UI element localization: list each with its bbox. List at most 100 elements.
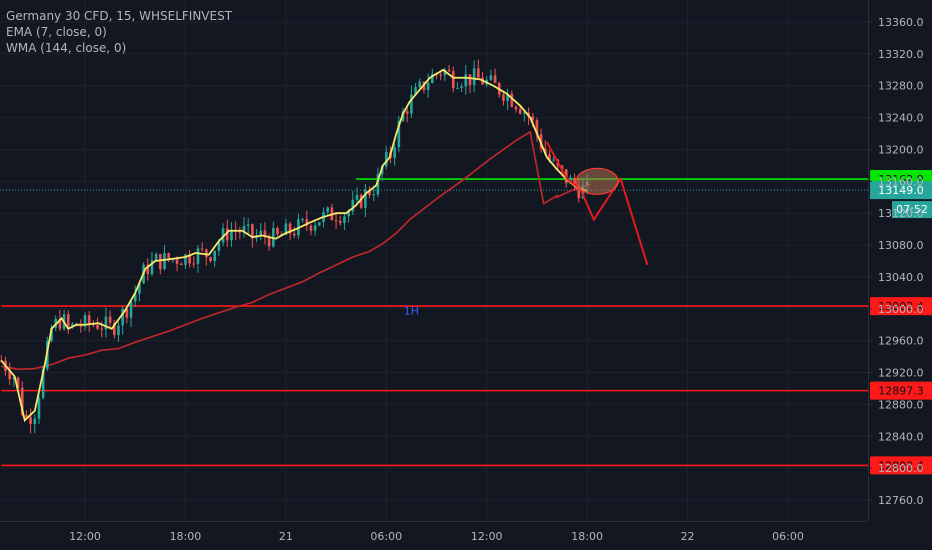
candle-body [376,174,380,195]
candle-body [514,106,518,110]
candle-body [305,219,309,226]
candle-body [410,94,413,114]
y-tick-label: 13080.0 [878,239,924,252]
level-price-label: 12803.4 [878,459,924,472]
candle-body [581,185,585,199]
x-tick-label: 21 [279,530,293,543]
y-tick-label: 13360.0 [878,16,924,29]
legend-symbol[interactable]: Germany 30 CFD, 15, WHSELFINVEST [6,9,233,23]
candle-body [79,325,83,327]
candle-body [351,199,355,212]
candle-body [347,211,350,217]
candle-body [66,314,70,327]
y-tick-label: 12920.0 [878,367,924,380]
candle-body [246,224,250,226]
candle-body [259,230,263,236]
timeframe-annotation: 1H [404,304,419,317]
candle-body [393,147,396,158]
candle-body [133,293,137,302]
candle-body [276,227,279,235]
candle-body [326,207,330,212]
candle-body [41,368,45,398]
candle-body [447,69,451,72]
candle-body [506,93,509,101]
candle-body [489,75,493,80]
time-axis: 12:00 18:00 21 06:00 12:00 18:00 22 06:00 [69,530,804,543]
candle-body [230,230,233,241]
candle-body [159,254,162,270]
level-price-label-bg [870,456,932,475]
candle-body [196,248,200,264]
candle-body [146,264,150,275]
candle-body [200,248,204,250]
candle-body [288,223,292,234]
candle-body [272,227,275,247]
chart-legend: Germany 30 CFD, 15, WHSELFINVEST EMA (7,… [6,8,232,56]
candle-body [502,94,505,101]
y-tick-label: 13200.0 [878,143,924,156]
candle-body [338,220,342,223]
candle-body [384,151,388,167]
candle-body [456,88,459,90]
candle-body [58,318,62,329]
candle-body [25,414,28,418]
ema-series [0,68,588,423]
x-tick-label: 12:00 [471,530,503,543]
candle-body [104,316,108,330]
candle-body [431,73,434,83]
ema-line [0,68,588,423]
candle-body [313,225,317,231]
candle-body [364,189,367,208]
wma-series [1,130,591,371]
candle-body [125,308,129,318]
candle-body [112,322,116,336]
level-price-label-bg [870,297,932,316]
candle-body [573,177,576,186]
candle-body [117,325,120,336]
candle-body [560,165,564,170]
candle-body [359,194,363,208]
candle-body [405,111,409,114]
candle-body [535,120,539,135]
candle-body [531,116,535,121]
y-tick-label: 13120.0 [878,207,924,220]
legend-ema[interactable]: EMA (7, close, 0) [6,25,107,39]
candle-body [238,231,242,233]
level-price-label-bg [870,381,932,400]
candle-body [523,112,526,114]
candle-body [221,228,225,243]
candle-body [225,228,229,241]
level-price-label: 13003.4 [878,300,924,313]
last-price-label-bg [870,181,932,200]
countdown-label-bg [892,201,932,219]
level-price-label: 12897.3 [878,385,924,398]
last-price-label: 13149.0 [878,184,924,197]
y-tick-label: 13160.0 [878,175,924,188]
wma-line [1,130,591,371]
candle-body [443,69,447,76]
candle-body [334,220,338,222]
candle-body [29,417,32,425]
candle-body [154,254,158,261]
candle-body [213,250,217,262]
candle-body [343,216,346,223]
legend-wma[interactable]: WMA (144, close, 0) [6,41,127,55]
candle-body [552,159,555,161]
highlight-ellipse [575,167,619,195]
projection-line [546,141,649,266]
candle-body [163,253,166,270]
candle-body [292,233,296,236]
y-tick-label: 12800.0 [878,462,924,475]
candle-body [318,222,321,226]
candle-body [87,315,91,325]
x-tick-label: 18:00 [170,530,202,543]
x-tick-label: 22 [681,530,695,543]
candle-body [439,74,442,76]
candle-body [355,194,359,200]
candle-body [92,324,95,326]
candle-body [251,224,254,239]
candle-body [150,260,154,275]
y-tick-label: 13320.0 [878,48,924,61]
